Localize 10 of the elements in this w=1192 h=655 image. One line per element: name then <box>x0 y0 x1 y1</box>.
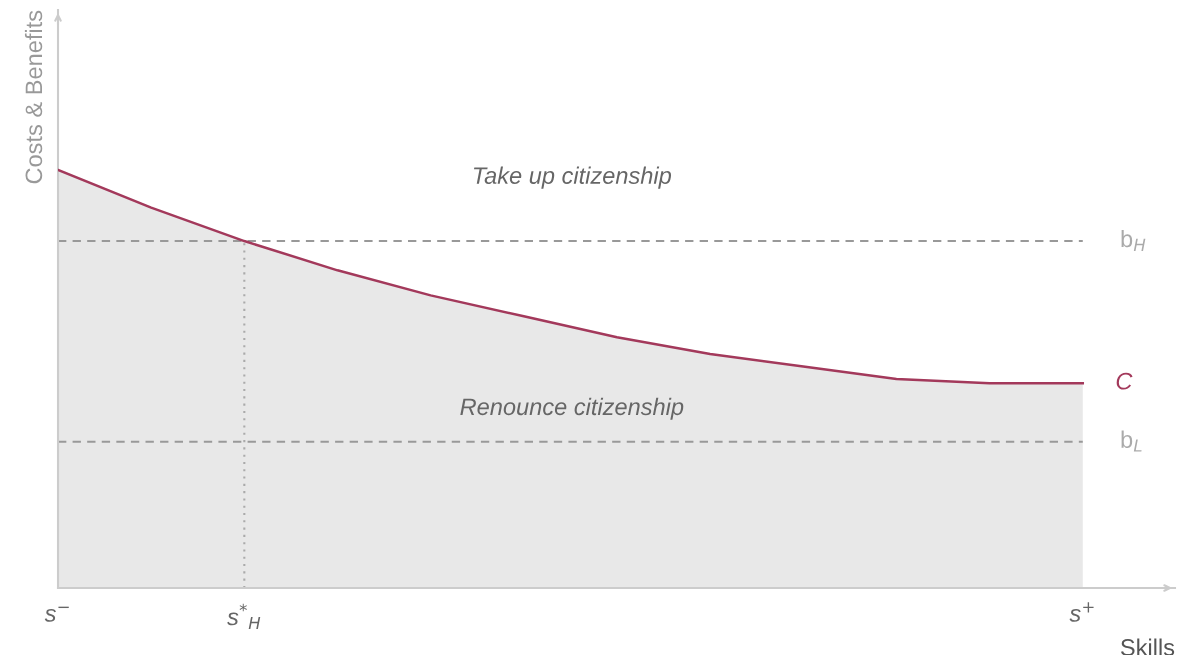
series-label: C <box>1116 372 1133 390</box>
x-tick-label: s$^{−}$ <box>44 606 69 622</box>
ref-line-label: b$_{H}$ <box>1121 229 1146 251</box>
x-tick-label: s$^{*}$$_{H}$ <box>227 603 261 629</box>
annotation: Take up citizenship <box>473 166 672 189</box>
ref-line-label: b$_{L}$ <box>1121 430 1142 452</box>
x-axis-title: Skills <box>1120 638 1175 655</box>
x-tick-label: s$^{+}$ <box>1069 602 1094 622</box>
y-axis-title: Costs & Benefits <box>24 10 43 184</box>
annotation: Renounce citizenship <box>460 397 684 420</box>
